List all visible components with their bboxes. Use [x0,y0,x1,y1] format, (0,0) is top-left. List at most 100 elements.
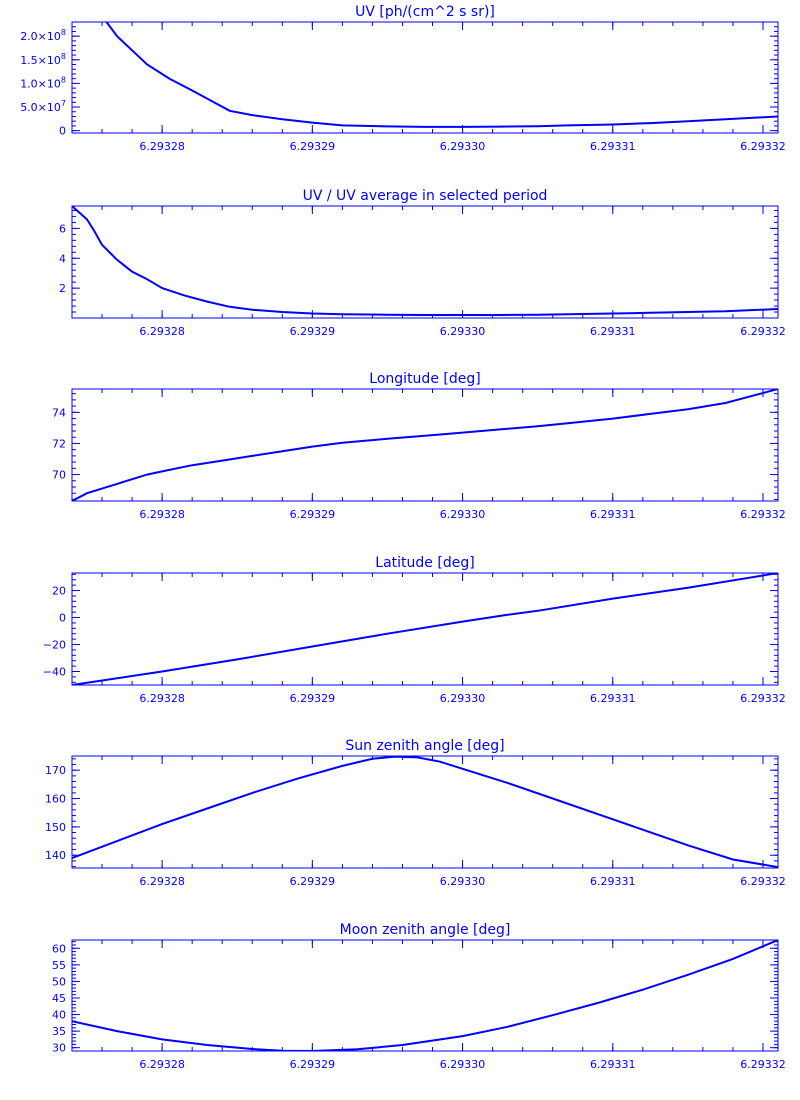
x-tick-label: 6.29331 [590,508,636,521]
y-tick-mantissa: 50 [52,975,66,988]
y-tick-label: 50 [52,975,66,988]
plot-frame [71,572,779,686]
y-tick-label: 170 [45,764,66,777]
chart-title: Sun zenith angle [deg] [345,738,504,754]
plot-frame [71,755,779,869]
plot-frame [71,205,779,319]
y-tick-label: 45 [52,992,66,1005]
y-tick-label: 30 [52,1042,66,1055]
y-tick-label: 4 [59,252,66,265]
x-tick-label: 6.29329 [290,325,336,338]
y-tick-mantissa: 140 [45,849,66,862]
chart-title: Latitude [deg] [375,555,474,571]
y-tick-exponent: 8 [61,52,66,61]
chart-title: Longitude [deg] [369,371,480,387]
y-tick-label: 74 [52,406,66,419]
y-tick-mantissa: 74 [52,406,66,419]
chart-panel-6: Moon zenith angle [deg] 6.29328 6.29329 6.2… [52,922,786,1071]
y-tick-label: 70 [52,469,66,482]
y-tick-label: 0 [59,125,66,138]
y-tick-mantissa: −20 [43,639,66,652]
x-tick-label: 6.29332 [740,692,786,705]
chart-title: UV / UV average in selected period [303,188,548,204]
y-tick-mantissa: 150 [45,821,66,834]
y-tick-mantissa: 0 [59,125,66,138]
x-tick-label: 6.29330 [440,1058,486,1071]
chart-title: Moon zenith angle [deg] [340,922,511,938]
chart-panel-2: UV / UV average in selected period 6.2932… [59,188,786,338]
data-line [72,573,778,685]
y-tick-label: 1.5×108 [20,52,66,67]
y-tick-mantissa: 170 [45,764,66,777]
x-tick-label: 6.29332 [740,140,786,153]
x-tick-label: 6.29329 [290,1058,336,1071]
y-tick-mantissa: 1.5×10 [20,54,61,67]
x-tick-label: 6.29332 [740,325,786,338]
chart-panel-1: UV [ph/(cm^2 s sr)] 6.29328 6.29329 6.29330… [20,4,786,153]
y-tick-mantissa: 60 [52,942,66,955]
y-tick-mantissa: 70 [52,469,66,482]
y-tick-label: 5.0×107 [20,99,66,114]
x-tick-label: 6.29330 [440,875,486,888]
x-tick-label: 6.29329 [290,875,336,888]
y-tick-label: 0 [59,612,66,625]
y-tick-exponent: 8 [61,28,66,37]
x-tick-label: 6.29328 [139,140,185,153]
y-tick-exponent: 8 [61,75,66,84]
x-tick-label: 6.29331 [590,1058,636,1071]
y-tick-mantissa: 55 [52,959,66,972]
y-tick-mantissa: 5.0×10 [20,101,61,114]
y-tick-label: 40 [52,1009,66,1022]
x-tick-label: 6.29328 [139,508,185,521]
data-line [105,22,778,128]
y-tick-mantissa: 35 [52,1025,66,1038]
x-tick-label: 6.29330 [440,140,486,153]
x-tick-label: 6.29329 [290,692,336,705]
y-tick-mantissa: 45 [52,992,66,1005]
y-tick-label: −40 [43,666,66,679]
x-tick-label: 6.29331 [590,325,636,338]
y-tick-mantissa: 4 [59,252,66,265]
y-tick-mantissa: 20 [52,585,66,598]
y-tick-label: 20 [52,585,66,598]
x-tick-label: 6.29332 [740,875,786,888]
chart-panel-3: Longitude [deg] 6.29328 6.29329 6.29330 6.29… [52,371,786,521]
y-tick-mantissa: 72 [52,437,66,450]
plot-frame [71,388,779,502]
plot-frame [71,939,779,1052]
x-tick-label: 6.29329 [290,508,336,521]
y-tick-label: 2.0×108 [20,28,66,43]
x-tick-label: 6.29332 [740,508,786,521]
x-tick-label: 6.29328 [139,875,185,888]
chart-panel-5: Sun zenith angle [deg] 6.29328 6.29329 6.29… [45,738,786,888]
data-line [72,206,778,316]
y-tick-mantissa: −40 [43,666,66,679]
chart-panel-4: Latitude [deg] 6.29328 6.29329 6.29330 6.293… [43,555,786,705]
y-tick-label: 55 [52,959,66,972]
y-tick-label: 2 [59,282,66,295]
y-tick-mantissa: 40 [52,1009,66,1022]
x-tick-label: 6.29328 [139,1058,185,1071]
y-tick-mantissa: 160 [45,793,66,806]
data-line [72,756,778,868]
chart-title: UV [ph/(cm^2 s sr)] [355,4,495,20]
y-tick-label: 72 [52,437,66,450]
y-tick-label: 160 [45,793,66,806]
y-tick-label: 6 [59,222,66,235]
x-tick-label: 6.29329 [290,140,336,153]
data-line [72,940,778,1051]
y-tick-mantissa: 30 [52,1042,66,1055]
y-tick-label: 150 [45,821,66,834]
y-tick-label: −20 [43,639,66,652]
y-tick-mantissa: 6 [59,222,66,235]
y-tick-label: 140 [45,849,66,862]
x-tick-label: 6.29328 [139,325,185,338]
data-line [72,389,778,501]
y-tick-label: 35 [52,1025,66,1038]
x-tick-label: 6.29328 [139,692,185,705]
y-tick-label: 60 [52,942,66,955]
x-tick-label: 6.29331 [590,875,636,888]
y-tick-exponent: 7 [61,99,66,108]
y-tick-mantissa: 1.0×10 [20,77,61,90]
